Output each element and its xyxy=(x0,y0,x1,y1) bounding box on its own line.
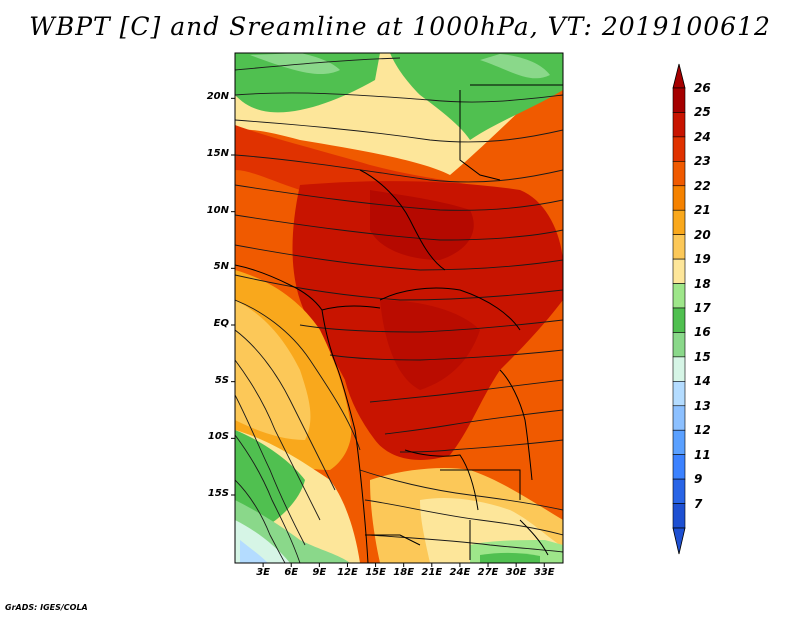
chart-title: WBPT [C] and Sreamline at 1000hPa, VT: 2… xyxy=(29,12,771,41)
lat-tick-label: 15S xyxy=(207,488,229,499)
colorbar-label: 12 xyxy=(694,423,711,438)
colorbar-swatch xyxy=(672,161,686,187)
colorbar-swatch xyxy=(672,381,686,407)
colorbar-swatch xyxy=(672,185,686,211)
colorbar-swatch xyxy=(672,478,686,504)
colorbar-label: 22 xyxy=(694,178,711,193)
colorbar-bottom-arrow xyxy=(672,527,686,555)
colorbar-label: 23 xyxy=(694,154,711,169)
colorbar-label: 11 xyxy=(694,447,711,462)
coastline-borders xyxy=(235,84,563,563)
footer-credit: GrADS: IGES/COLA xyxy=(5,603,88,612)
lon-tick-label: 30E xyxy=(505,567,527,578)
lon-tick-label: 33E xyxy=(533,567,555,578)
lon-tick-label: 27E xyxy=(477,567,499,578)
lat-tick-label: 5N xyxy=(213,261,229,273)
colorbar-swatch xyxy=(672,332,686,358)
lon-tick-label: 9E xyxy=(312,567,327,578)
colorbar-label: 14 xyxy=(694,374,711,389)
colorbar-swatch xyxy=(672,283,686,309)
lon-tick-label: 18E xyxy=(393,567,415,578)
colorbar-swatch xyxy=(672,307,686,333)
lat-tick-label: 20N xyxy=(206,91,229,103)
wbpt-field xyxy=(235,53,563,563)
colorbar xyxy=(672,63,686,555)
colorbar-swatch xyxy=(672,454,686,480)
lon-tick-label: 24E xyxy=(449,567,471,578)
lat-tick-label: 5S xyxy=(214,374,229,386)
colorbar-swatch xyxy=(672,112,686,138)
lon-tick-label: 3E xyxy=(256,567,270,578)
colorbar-swatch xyxy=(672,87,686,113)
lat-tick-label: EQ xyxy=(213,318,229,329)
colorbar-label: 13 xyxy=(694,398,711,413)
colorbar-label: 19 xyxy=(694,252,711,267)
streamlines xyxy=(235,57,563,563)
lon-tick-label: 15E xyxy=(365,567,386,578)
colorbar-swatch xyxy=(672,234,686,260)
colorbar-label: 21 xyxy=(694,203,711,218)
colorbar-swatch xyxy=(672,258,686,284)
colorbar-label: 25 xyxy=(694,105,711,120)
lon-tick-label: 12E xyxy=(337,567,358,578)
colorbar-label: 24 xyxy=(694,129,711,144)
colorbar-label: 26 xyxy=(694,81,711,95)
colorbar-label: 18 xyxy=(694,276,711,291)
colorbar-swatch xyxy=(672,405,686,431)
lat-tick-label: 10N xyxy=(206,204,229,216)
lon-tick-label: 6E xyxy=(284,567,299,578)
map-frame xyxy=(234,52,564,564)
lat-tick-label: 15N xyxy=(206,148,229,159)
colorbar-label: 16 xyxy=(694,325,711,340)
colorbar-label: 7 xyxy=(694,496,703,511)
lat-tick-label: 10S xyxy=(207,431,229,443)
colorbar-label: 15 xyxy=(694,349,711,364)
colorbar-swatch xyxy=(672,136,686,162)
colorbar-top-arrow xyxy=(672,63,686,89)
colorbar-swatch xyxy=(672,356,686,382)
colorbar-label: 9 xyxy=(694,472,703,487)
colorbar-swatch xyxy=(672,503,686,529)
colorbar-swatch xyxy=(672,209,686,235)
colorbar-label: 20 xyxy=(694,227,711,242)
axis-ticks xyxy=(231,97,545,567)
lon-tick-label: 21E xyxy=(421,567,443,578)
colorbar-swatch xyxy=(672,429,686,455)
colorbar-label: 17 xyxy=(694,301,711,315)
